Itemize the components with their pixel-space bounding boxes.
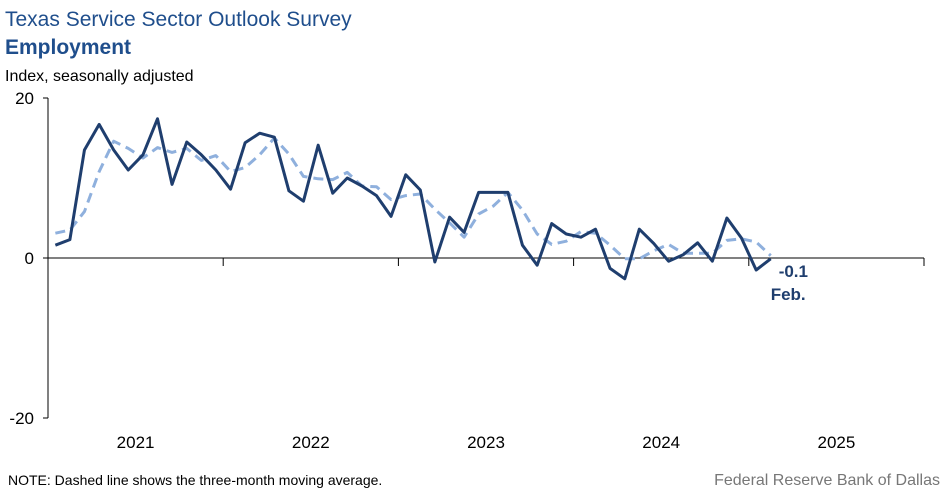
index-line [54,117,772,281]
last-month-label: Feb. [771,285,806,304]
y-tick-label: -20 [9,409,34,428]
y-tick-label: 20 [15,89,34,108]
chart-title: Texas Service Sector Outlook Survey [5,8,352,31]
x-tick-label: 2022 [292,433,330,452]
moving-average-line [55,136,772,261]
source: Federal Reserve Bank of Dallas [714,472,940,489]
x-tick-label: 2023 [467,433,505,452]
y-axis-label: Index, seasonally adjusted [5,68,194,85]
note: NOTE: Dashed line shows the three-month … [8,472,382,488]
chart-subtitle: Employment [5,36,131,59]
x-tick-label: 2021 [117,433,155,452]
last-value-label: -0.1 [779,262,808,281]
y-tick-label: 0 [25,249,34,268]
x-tick-label: 2024 [642,433,680,452]
x-tick-label: 2025 [817,433,855,452]
